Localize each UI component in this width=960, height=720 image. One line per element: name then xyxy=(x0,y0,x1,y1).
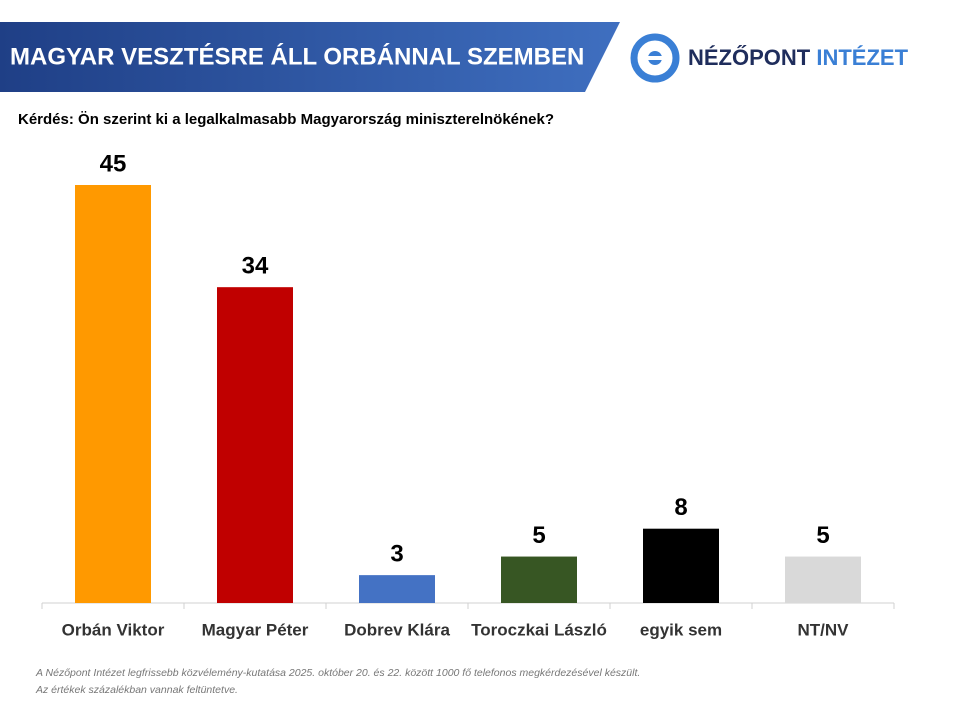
x-tick-label: Magyar Péter xyxy=(202,620,309,639)
x-tick-label: NT/NV xyxy=(798,620,850,639)
bar xyxy=(643,528,719,603)
bar xyxy=(217,287,293,603)
x-tick-label: egyik sem xyxy=(640,620,722,639)
chart-title: MAGYAR VESZTÉSRE ÁLL ORBÁNNAL SZEMBEN xyxy=(10,42,584,70)
x-tick-label: Dobrev Klára xyxy=(344,620,450,639)
value-label: 5 xyxy=(816,522,829,549)
bar xyxy=(501,556,577,603)
bar xyxy=(359,575,435,603)
bar xyxy=(785,556,861,603)
logo: NÉZŐPONT INTÉZET xyxy=(630,33,909,83)
value-label: 45 xyxy=(100,150,127,177)
value-label: 8 xyxy=(674,494,687,521)
value-label: 34 xyxy=(242,253,269,280)
value-label: 5 xyxy=(532,522,545,549)
x-tick-label: Toroczkai László xyxy=(471,620,607,639)
header-banner xyxy=(0,22,620,92)
subtitle: Kérdés: Ön szerint ki a legalkalmasabb M… xyxy=(18,111,554,128)
logo-second: INTÉZET xyxy=(816,45,908,70)
footnote: A Nézőpont Intézet legfrissebb közvélemé… xyxy=(35,667,640,679)
bar xyxy=(75,185,151,603)
x-tick-label: Orbán Viktor xyxy=(62,620,165,639)
value-label: 3 xyxy=(390,540,403,567)
logo-first: NÉZŐPONT xyxy=(688,45,811,70)
footnote: Az értékek százalékban vannak feltüntetv… xyxy=(35,684,238,696)
logo-text: NÉZŐPONT INTÉZET xyxy=(688,45,909,70)
